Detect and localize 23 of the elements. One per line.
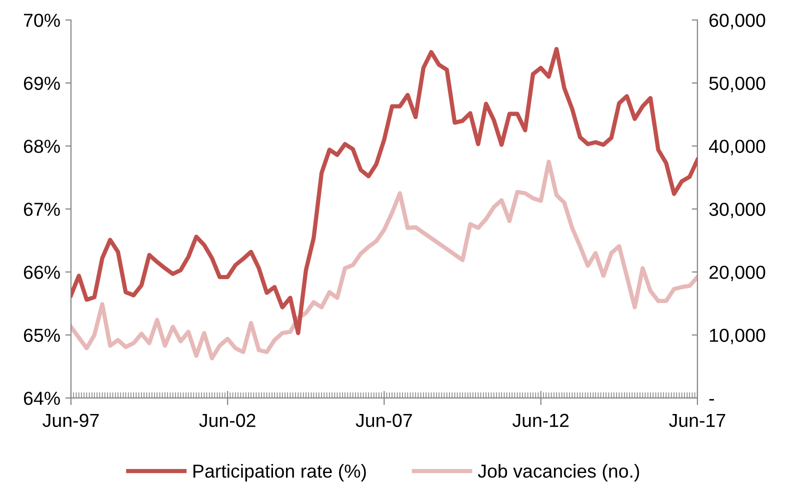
x-tick-label: Jun-12 (512, 414, 569, 428)
x-tick-label: Jun-17 (669, 414, 726, 428)
y-tick-label: 70% (24, 14, 60, 27)
legend-label: Participation rate (%) (193, 464, 366, 482)
y-tick-label: 68% (24, 140, 60, 153)
y-tick-label: 65% (24, 328, 60, 342)
line-series (70, 160, 698, 360)
y-tick-label: 64% (24, 392, 60, 405)
y2-tick-label: - (709, 399, 714, 401)
y2-tick-label: 10,000 (710, 328, 766, 344)
y2-tick-label: 40,000 (708, 140, 766, 156)
y2-tick-label: 50,000 (709, 76, 766, 92)
legend-label: Job vacancies (no.) (478, 464, 640, 482)
x-tick-label: Jun-02 (199, 414, 256, 428)
x-tick-label: Jun-07 (356, 414, 412, 428)
y-tick-label: 69% (24, 76, 60, 90)
y2-tick-label: 60,000 (710, 14, 766, 30)
y-tick-label: 66% (24, 266, 60, 279)
y-tick-label: 67% (24, 202, 60, 216)
x-tick-label: Jun-97 (42, 414, 99, 428)
y2-tick-label: 30,000 (709, 202, 766, 218)
line-series (70, 46, 698, 336)
y2-tick-label: 20,000 (710, 266, 766, 282)
